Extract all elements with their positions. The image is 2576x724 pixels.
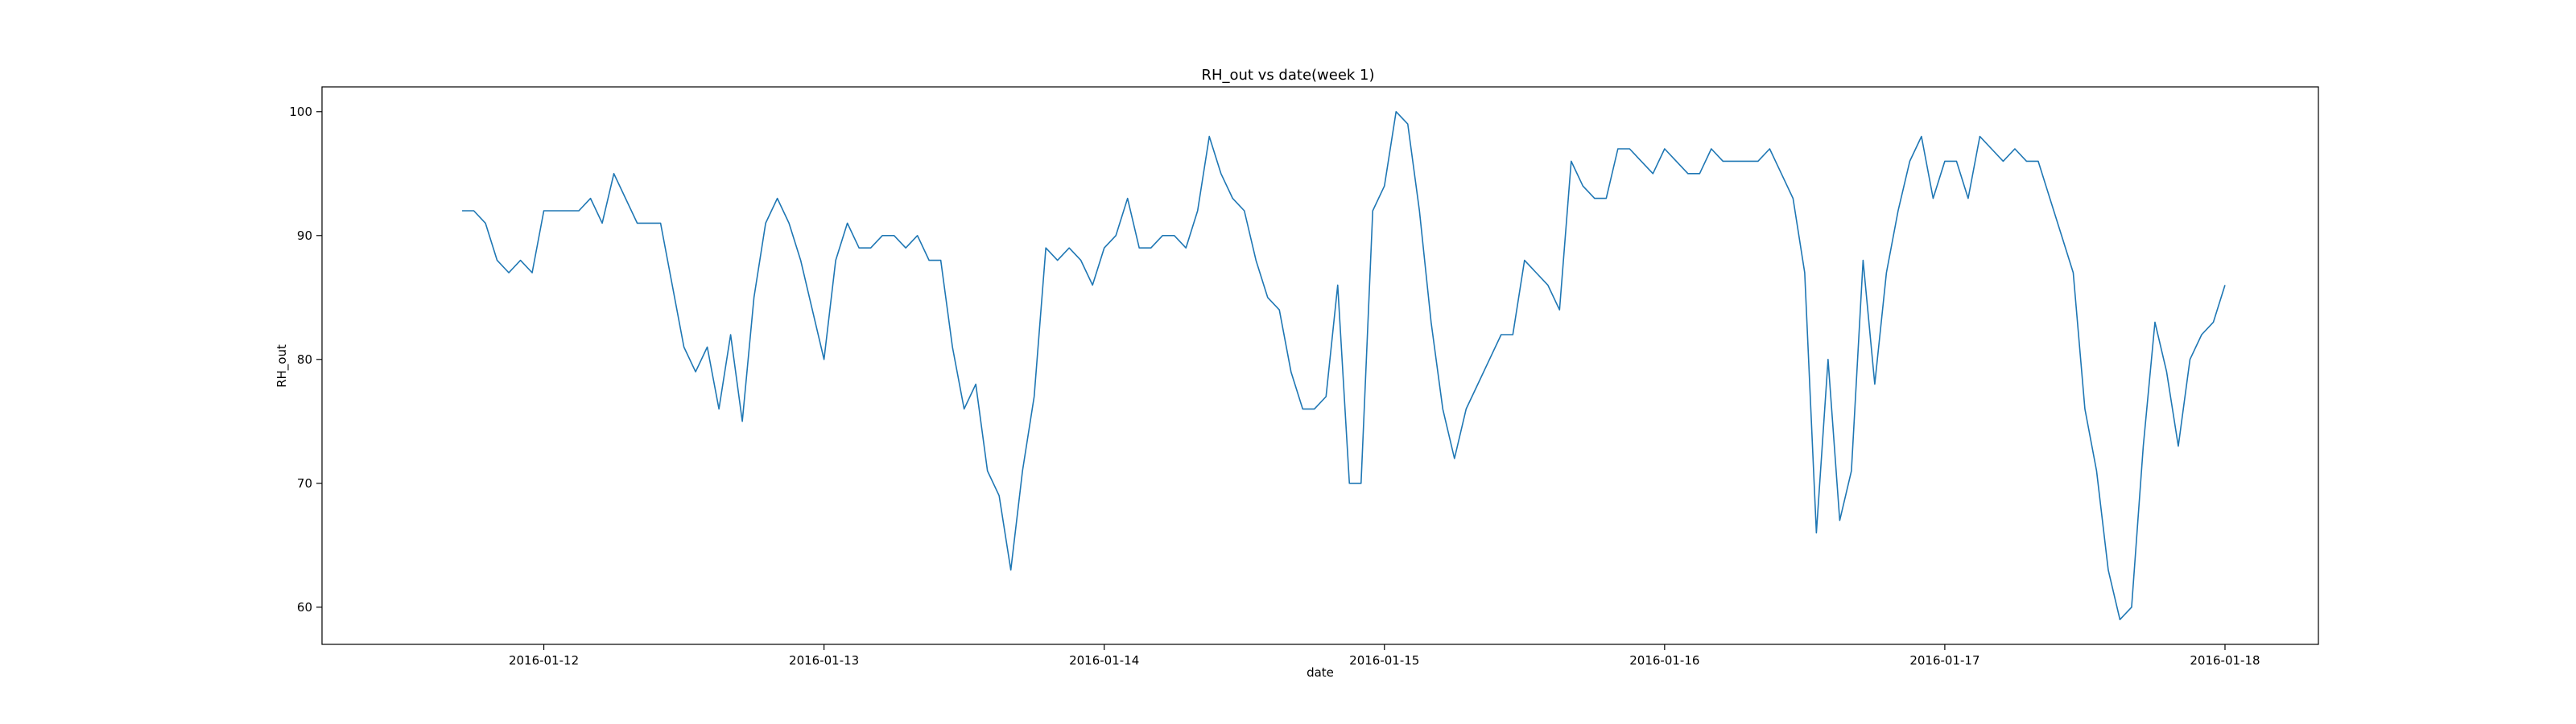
x-tick-label: 2016-01-14 [1069, 653, 1139, 668]
x-axis-title: date [1307, 665, 1334, 680]
rh-out-line [462, 111, 2226, 620]
y-tick-label: 90 [297, 228, 312, 243]
plot-frame [321, 86, 2319, 645]
x-tick-label: 2016-01-12 [509, 653, 579, 668]
y-tick-label: 80 [297, 352, 312, 367]
y-axis: 60 70 80 90 100 [289, 105, 322, 615]
x-tick-label: 2016-01-17 [1909, 653, 1979, 668]
chart-title: RH_out vs date(week 1) [1201, 67, 1374, 84]
x-tick-label: 2016-01-13 [789, 653, 859, 668]
y-tick-label: 100 [289, 105, 312, 119]
plot-area [321, 86, 2319, 645]
y-tick-label: 70 [297, 476, 312, 491]
y-tick-label: 60 [297, 600, 312, 615]
y-axis-title: RH_out [275, 344, 290, 388]
x-tick-label: 2016-01-16 [1629, 653, 1699, 668]
x-tick-label: 2016-01-15 [1349, 653, 1419, 668]
x-tick-label: 2016-01-18 [2190, 653, 2260, 668]
x-axis: 2016-01-12 2016-01-13 2016-01-14 2016-01-15… [509, 644, 2260, 668]
